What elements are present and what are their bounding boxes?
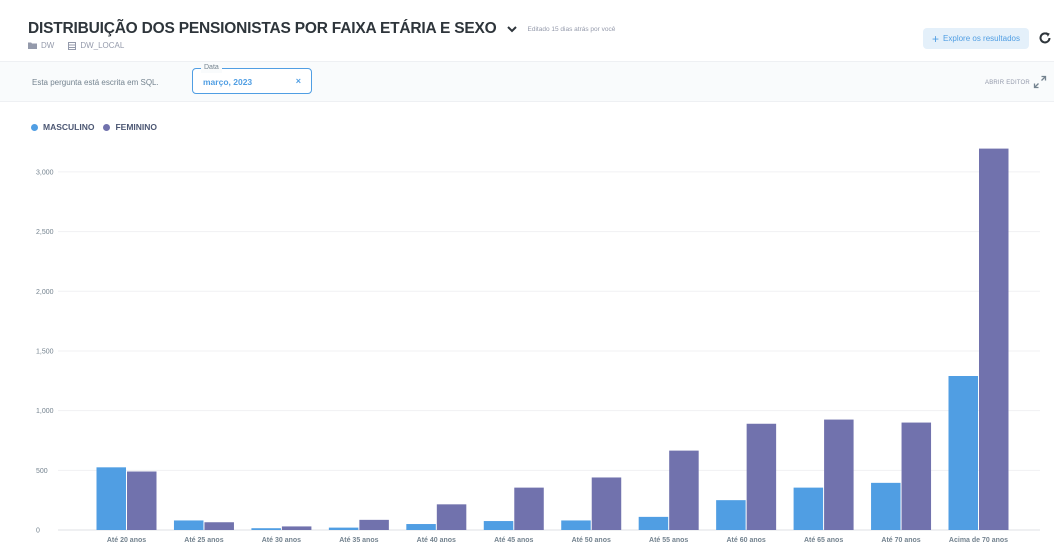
bar-masculino[interactable] (638, 516, 669, 530)
x-tick-label: Até 65 anos (804, 537, 843, 544)
explore-results-button[interactable]: + Explore os resultados (923, 28, 1029, 49)
x-tick-label: Até 25 anos (184, 537, 223, 544)
bar-feminino[interactable] (514, 487, 544, 530)
legend-label: MASCULINO (43, 122, 95, 132)
y-tick-label: 500 (36, 468, 48, 475)
y-tick-label: 2,500 (36, 229, 54, 236)
close-icon[interactable]: × (295, 76, 301, 86)
database-icon (68, 41, 77, 50)
bar-feminino[interactable] (746, 423, 777, 530)
bar-masculino[interactable] (948, 376, 979, 530)
legend-dot (103, 123, 111, 131)
y-tick-label: 1,500 (36, 348, 54, 355)
bar-feminino[interactable] (127, 471, 157, 530)
folder-icon (28, 42, 37, 49)
bar-feminino[interactable] (359, 519, 389, 530)
refresh-icon[interactable] (1038, 31, 1052, 45)
x-tick-label: Até 50 anos (572, 537, 611, 544)
bar-masculino[interactable] (251, 528, 281, 530)
breadcrumb-label: DW (41, 41, 55, 50)
bar-masculino[interactable] (716, 500, 746, 530)
x-tick-label: Acima de 70 anos (949, 537, 1008, 544)
x-tick-label: Até 35 anos (339, 537, 378, 544)
sql-note: Esta pergunta está escrita em SQL. (32, 78, 159, 87)
x-tick-label: Até 20 anos (107, 537, 146, 544)
question-header: DISTRIBUIÇÃO DOS PENSIONISTAS POR FAIXA … (0, 0, 1054, 62)
x-tick-label: Até 40 anos (417, 537, 456, 544)
breadcrumb-label: DW_LOCAL (80, 41, 125, 50)
bar-feminino[interactable] (824, 419, 854, 530)
y-tick-label: 0 (36, 528, 40, 535)
legend-label: FEMININO (115, 122, 158, 132)
x-tick-label: Até 60 anos (726, 537, 765, 544)
breadcrumb: DW DW_LOCAL (28, 41, 138, 50)
x-tick-label: Até 45 anos (494, 537, 533, 544)
bar-masculino[interactable] (483, 521, 514, 530)
bar-feminino[interactable] (979, 148, 1009, 531)
title-row: DISTRIBUIÇÃO DOS PENSIONISTAS POR FAIXA … (28, 20, 615, 38)
bar-masculino[interactable] (406, 524, 436, 530)
bar-masculino[interactable] (561, 520, 591, 530)
bar-feminino[interactable] (436, 504, 467, 530)
y-tick-label: 2,000 (36, 289, 54, 296)
bar-masculino[interactable] (96, 467, 127, 530)
y-tick-label: 1,000 (36, 408, 54, 415)
breadcrumb-collection[interactable]: DW (28, 41, 54, 50)
legend-item-masculino[interactable]: MASCULINO (31, 122, 94, 132)
breadcrumb-database[interactable]: DW_LOCAL (68, 41, 124, 50)
chevron-down-icon[interactable] (506, 23, 518, 35)
bar-feminino[interactable] (204, 522, 234, 530)
bar-masculino[interactable] (871, 482, 901, 530)
bar-masculino[interactable] (328, 527, 359, 530)
bar-chart: 0 500 1,000 1,500 2,000 2,500 3,000 Até 20 anos… (36, 148, 1040, 544)
bar-feminino[interactable] (591, 477, 622, 530)
bar-masculino[interactable] (173, 520, 204, 530)
legend-dot (31, 123, 38, 131)
x-tick-label: Até 70 anos (881, 537, 920, 544)
chart-legend: MASCULINO FEMININO (31, 122, 166, 132)
bar-feminino[interactable] (901, 422, 932, 530)
date-filter[interactable]: Data março, 2023 × (192, 63, 312, 94)
edited-note: Editado 15 dias atrás por você (527, 25, 616, 33)
expand-icon[interactable] (1033, 75, 1047, 89)
bar-masculino[interactable] (793, 487, 824, 530)
open-editor-button[interactable]: ABRIR EDITOR (985, 80, 1030, 86)
date-filter-label: Data (201, 63, 222, 73)
x-tick-label: Até 55 anos (649, 537, 688, 544)
question-title[interactable]: DISTRIBUIÇÃO DOS PENSIONISTAS POR FAIXA … (28, 20, 497, 37)
plus-icon: + (932, 31, 940, 46)
legend-item-feminino[interactable]: FEMININO (103, 122, 157, 132)
bar-feminino[interactable] (669, 450, 699, 530)
bar-feminino[interactable] (281, 526, 312, 530)
x-tick-label: Até 30 anos (262, 537, 301, 544)
explore-results-label: Explore os resultados (943, 34, 1020, 43)
date-filter-value[interactable]: março, 2023 (203, 77, 253, 87)
filter-bar: Esta pergunta está escrita em SQL. Data … (0, 62, 1054, 102)
y-tick-label: 3,000 (36, 169, 54, 176)
